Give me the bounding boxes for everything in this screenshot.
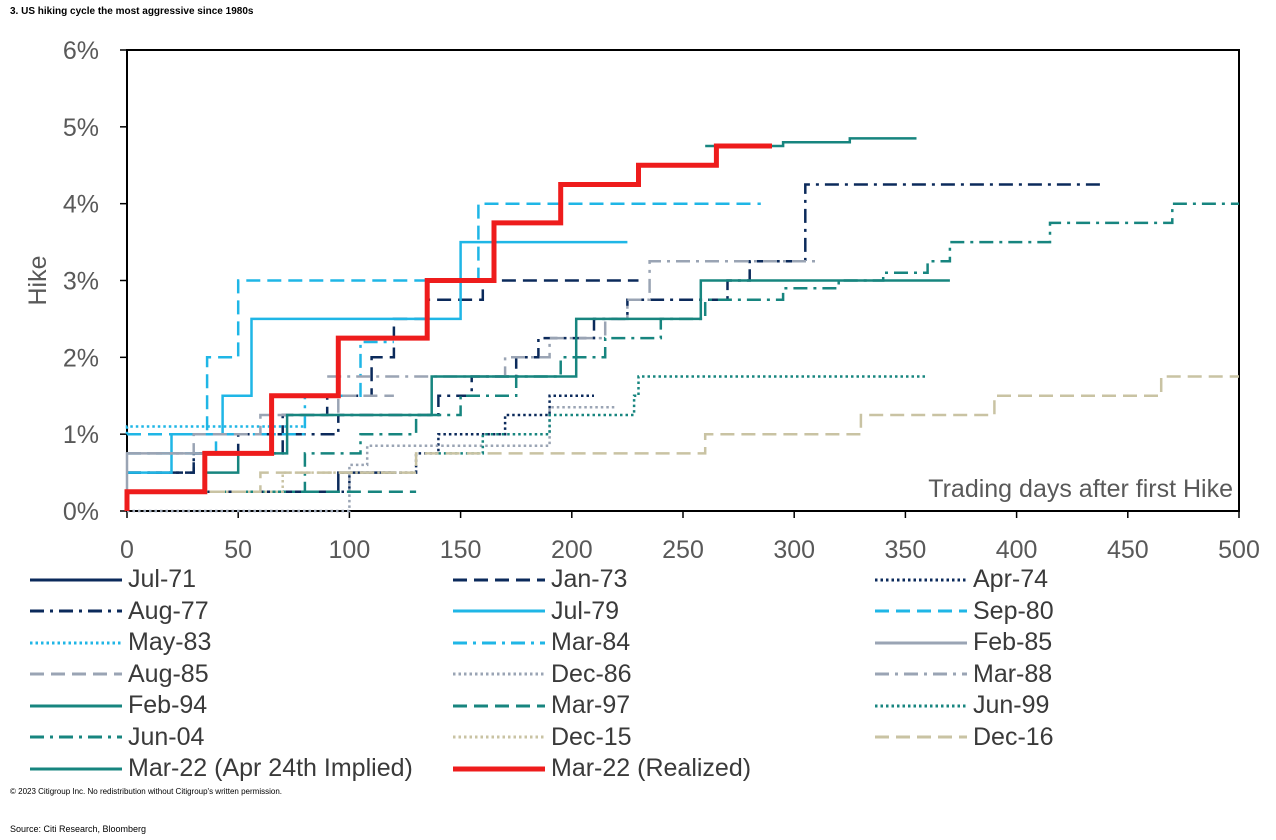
x-tick-label: 250 — [662, 536, 704, 560]
x-tick-label: 0 — [120, 536, 134, 560]
legend-swatch — [453, 641, 545, 644]
legend-label: Jul-79 — [551, 596, 620, 625]
legend-item: Mar-22 (Realized) — [453, 753, 751, 784]
legend-label: Dec-16 — [973, 722, 1054, 751]
source-note: Source: Citi Research, Bloomberg — [10, 824, 147, 834]
legend-item: Jul-79 — [453, 596, 619, 627]
legend-item: Jun-04 — [30, 722, 204, 753]
legend-label: Aug-85 — [128, 659, 209, 688]
legend-item: Feb-94 — [30, 690, 207, 721]
series-line-dec-16 — [127, 375, 1239, 494]
legend-item: Aug-85 — [30, 659, 209, 690]
series-line-dec-86 — [127, 406, 617, 513]
legend-label: Jul-71 — [128, 565, 197, 593]
legend-swatch — [30, 578, 122, 581]
x-tick-label: 450 — [1107, 536, 1149, 560]
legend-item: Mar-88 — [875, 659, 1052, 690]
legend-label: Feb-85 — [973, 628, 1053, 656]
x-tick-label: 100 — [329, 536, 371, 560]
legend-item: Dec-86 — [453, 659, 632, 690]
y-tick-label: 0% — [63, 498, 99, 526]
legend-swatch — [30, 767, 122, 770]
legend-item: Mar-22 (Apr 24th Implied) — [30, 753, 413, 784]
legend-label: Dec-15 — [551, 722, 632, 751]
x-tick-label: 150 — [440, 536, 482, 560]
legend-swatch — [875, 704, 967, 707]
legend-label: Jun-99 — [973, 691, 1050, 719]
annotation-trading-days: Trading days after first Hike — [928, 475, 1233, 503]
series-line-sep-80 — [127, 202, 761, 436]
legend-item: Jun-99 — [875, 690, 1049, 721]
x-tick-label: 50 — [224, 536, 252, 560]
legend-label: Jan-73 — [551, 565, 628, 593]
series-line-dec-15 — [127, 471, 417, 494]
legend-item: Apr-74 — [875, 564, 1048, 595]
y-tick-label: 4% — [63, 191, 99, 219]
y-tick-label: 3% — [63, 268, 99, 296]
legend-swatch — [875, 672, 967, 676]
legend-swatch — [453, 609, 545, 613]
legend-swatch — [30, 609, 122, 613]
legend: Jul-71 Jan-73 Apr-74 Aug-77 Jul-79 Sep-80 May-… — [30, 564, 1266, 786]
series-line-mar-22-realized- — [124, 143, 772, 511]
legend-swatch — [453, 735, 545, 739]
legend-swatch — [30, 704, 122, 707]
legend-label: Dec-86 — [551, 659, 632, 688]
series-line-jun-99 — [438, 375, 928, 455]
legend-item: Feb-85 — [875, 627, 1052, 658]
y-axis-label: Hike — [24, 255, 52, 305]
legend-item: Dec-16 — [875, 722, 1054, 753]
x-tick-label: 350 — [885, 536, 927, 560]
legend-item: Jan-73 — [453, 564, 627, 595]
legend-item: Aug-77 — [30, 596, 209, 627]
y-tick-label: 6% — [63, 37, 99, 65]
legend-swatch — [453, 704, 545, 707]
legend-label: Mar-88 — [973, 659, 1053, 688]
legend-item: Sep-80 — [875, 596, 1054, 627]
legend-swatch — [30, 735, 122, 739]
x-tick-label: 500 — [1218, 536, 1260, 560]
copyright-notice: © 2023 Citigroup Inc. No redistribution … — [10, 787, 282, 796]
legend-swatch — [875, 641, 967, 644]
legend-swatch — [453, 766, 545, 771]
legend-label: Mar-97 — [551, 691, 631, 719]
series-line-aug-85 — [127, 394, 394, 455]
legend-item: Jul-71 — [30, 564, 196, 595]
x-tick-label: 300 — [773, 536, 815, 560]
legend-item: May-83 — [30, 627, 211, 658]
y-tick-label: 5% — [63, 114, 99, 142]
series-line-mar-88 — [327, 260, 817, 378]
legend-swatch — [875, 609, 967, 613]
series-line-jul-79 — [127, 240, 628, 474]
legend-swatch — [453, 578, 545, 581]
legend-swatch — [30, 641, 122, 644]
legend-label: May-83 — [128, 628, 212, 656]
legend-label: Jun-04 — [128, 722, 205, 751]
y-tick-label: 1% — [63, 421, 99, 449]
legend-label: Mar-22 (Realized) — [551, 754, 752, 782]
series-line-apr-74 — [127, 394, 594, 494]
legend-label: Mar-22 (Apr 24th Implied) — [128, 754, 413, 782]
y-tick-label: 2% — [63, 344, 99, 372]
series-line-mar-84 — [127, 340, 394, 455]
series-line-jun-04 — [127, 202, 1239, 494]
legend-label: Mar-84 — [551, 628, 631, 656]
chart-title: 3. US hiking cycle the most aggressive s… — [10, 6, 254, 17]
legend-swatch — [453, 672, 545, 676]
legend-item: Mar-97 — [453, 690, 630, 721]
legend-label: Apr-74 — [973, 565, 1049, 593]
legend-label: Feb-94 — [128, 691, 208, 719]
legend-swatch — [30, 672, 122, 676]
legend-label: Aug-77 — [128, 596, 209, 625]
chart-plot: 0% 1% 2% 3% 4% 5% 6% 0 50 100 150 200 250 300 350 400 45… — [24, 37, 1260, 560]
legend-item: Mar-84 — [453, 627, 630, 658]
legend-item: Dec-15 — [453, 722, 632, 753]
legend-swatch — [875, 735, 967, 739]
x-tick-label: 200 — [551, 536, 593, 560]
legend-swatch — [875, 578, 967, 581]
x-tick-label: 400 — [996, 536, 1038, 560]
legend-label: Sep-80 — [973, 596, 1054, 625]
